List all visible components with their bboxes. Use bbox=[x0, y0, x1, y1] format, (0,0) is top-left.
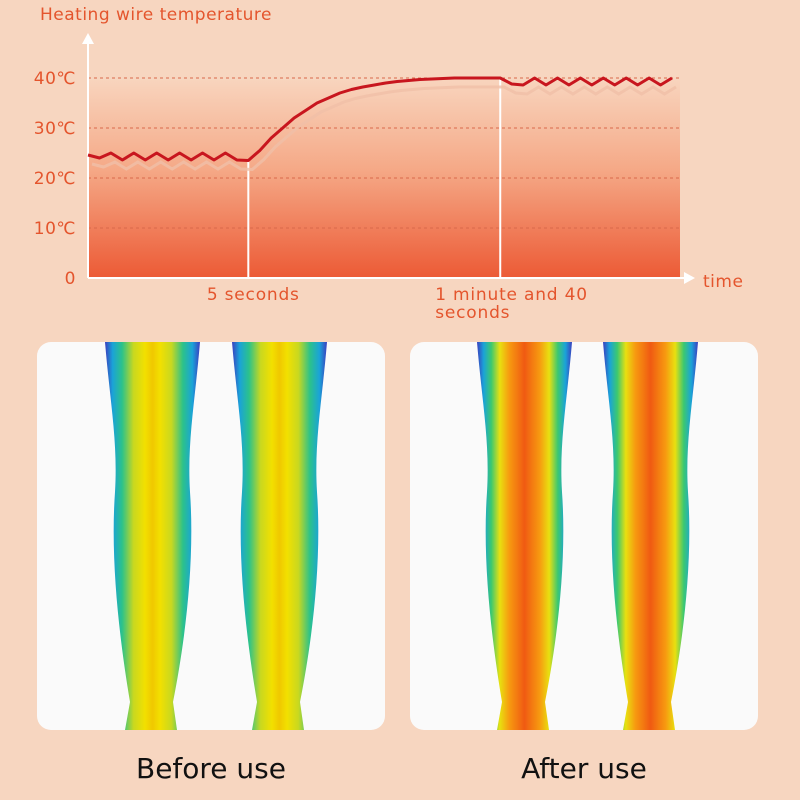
chart-title: Heating wire temperature bbox=[40, 5, 272, 25]
before-caption: Before use bbox=[135, 752, 286, 785]
y-tick-label: 10℃ bbox=[34, 219, 76, 239]
line bbox=[87, 76, 673, 162]
y-tick-label: 40℃ bbox=[34, 69, 76, 89]
x-axis-label: time bbox=[703, 272, 743, 292]
after-panel bbox=[410, 342, 758, 730]
chart-area-fill bbox=[88, 80, 680, 278]
y-tick-label: 30℃ bbox=[34, 119, 76, 139]
y-tick-label: 0 bbox=[65, 269, 76, 289]
x-tick-label: 1 minute and 40 seconds bbox=[435, 285, 588, 323]
after-caption: After use bbox=[521, 752, 647, 785]
before-panel bbox=[37, 342, 385, 730]
y-axis-arrow bbox=[82, 33, 94, 44]
y-tick-label: 20℃ bbox=[34, 169, 76, 189]
x-tick-label: 5 seconds bbox=[206, 285, 300, 305]
line-shadow bbox=[91, 85, 677, 172]
x-axis-arrow bbox=[684, 272, 695, 284]
